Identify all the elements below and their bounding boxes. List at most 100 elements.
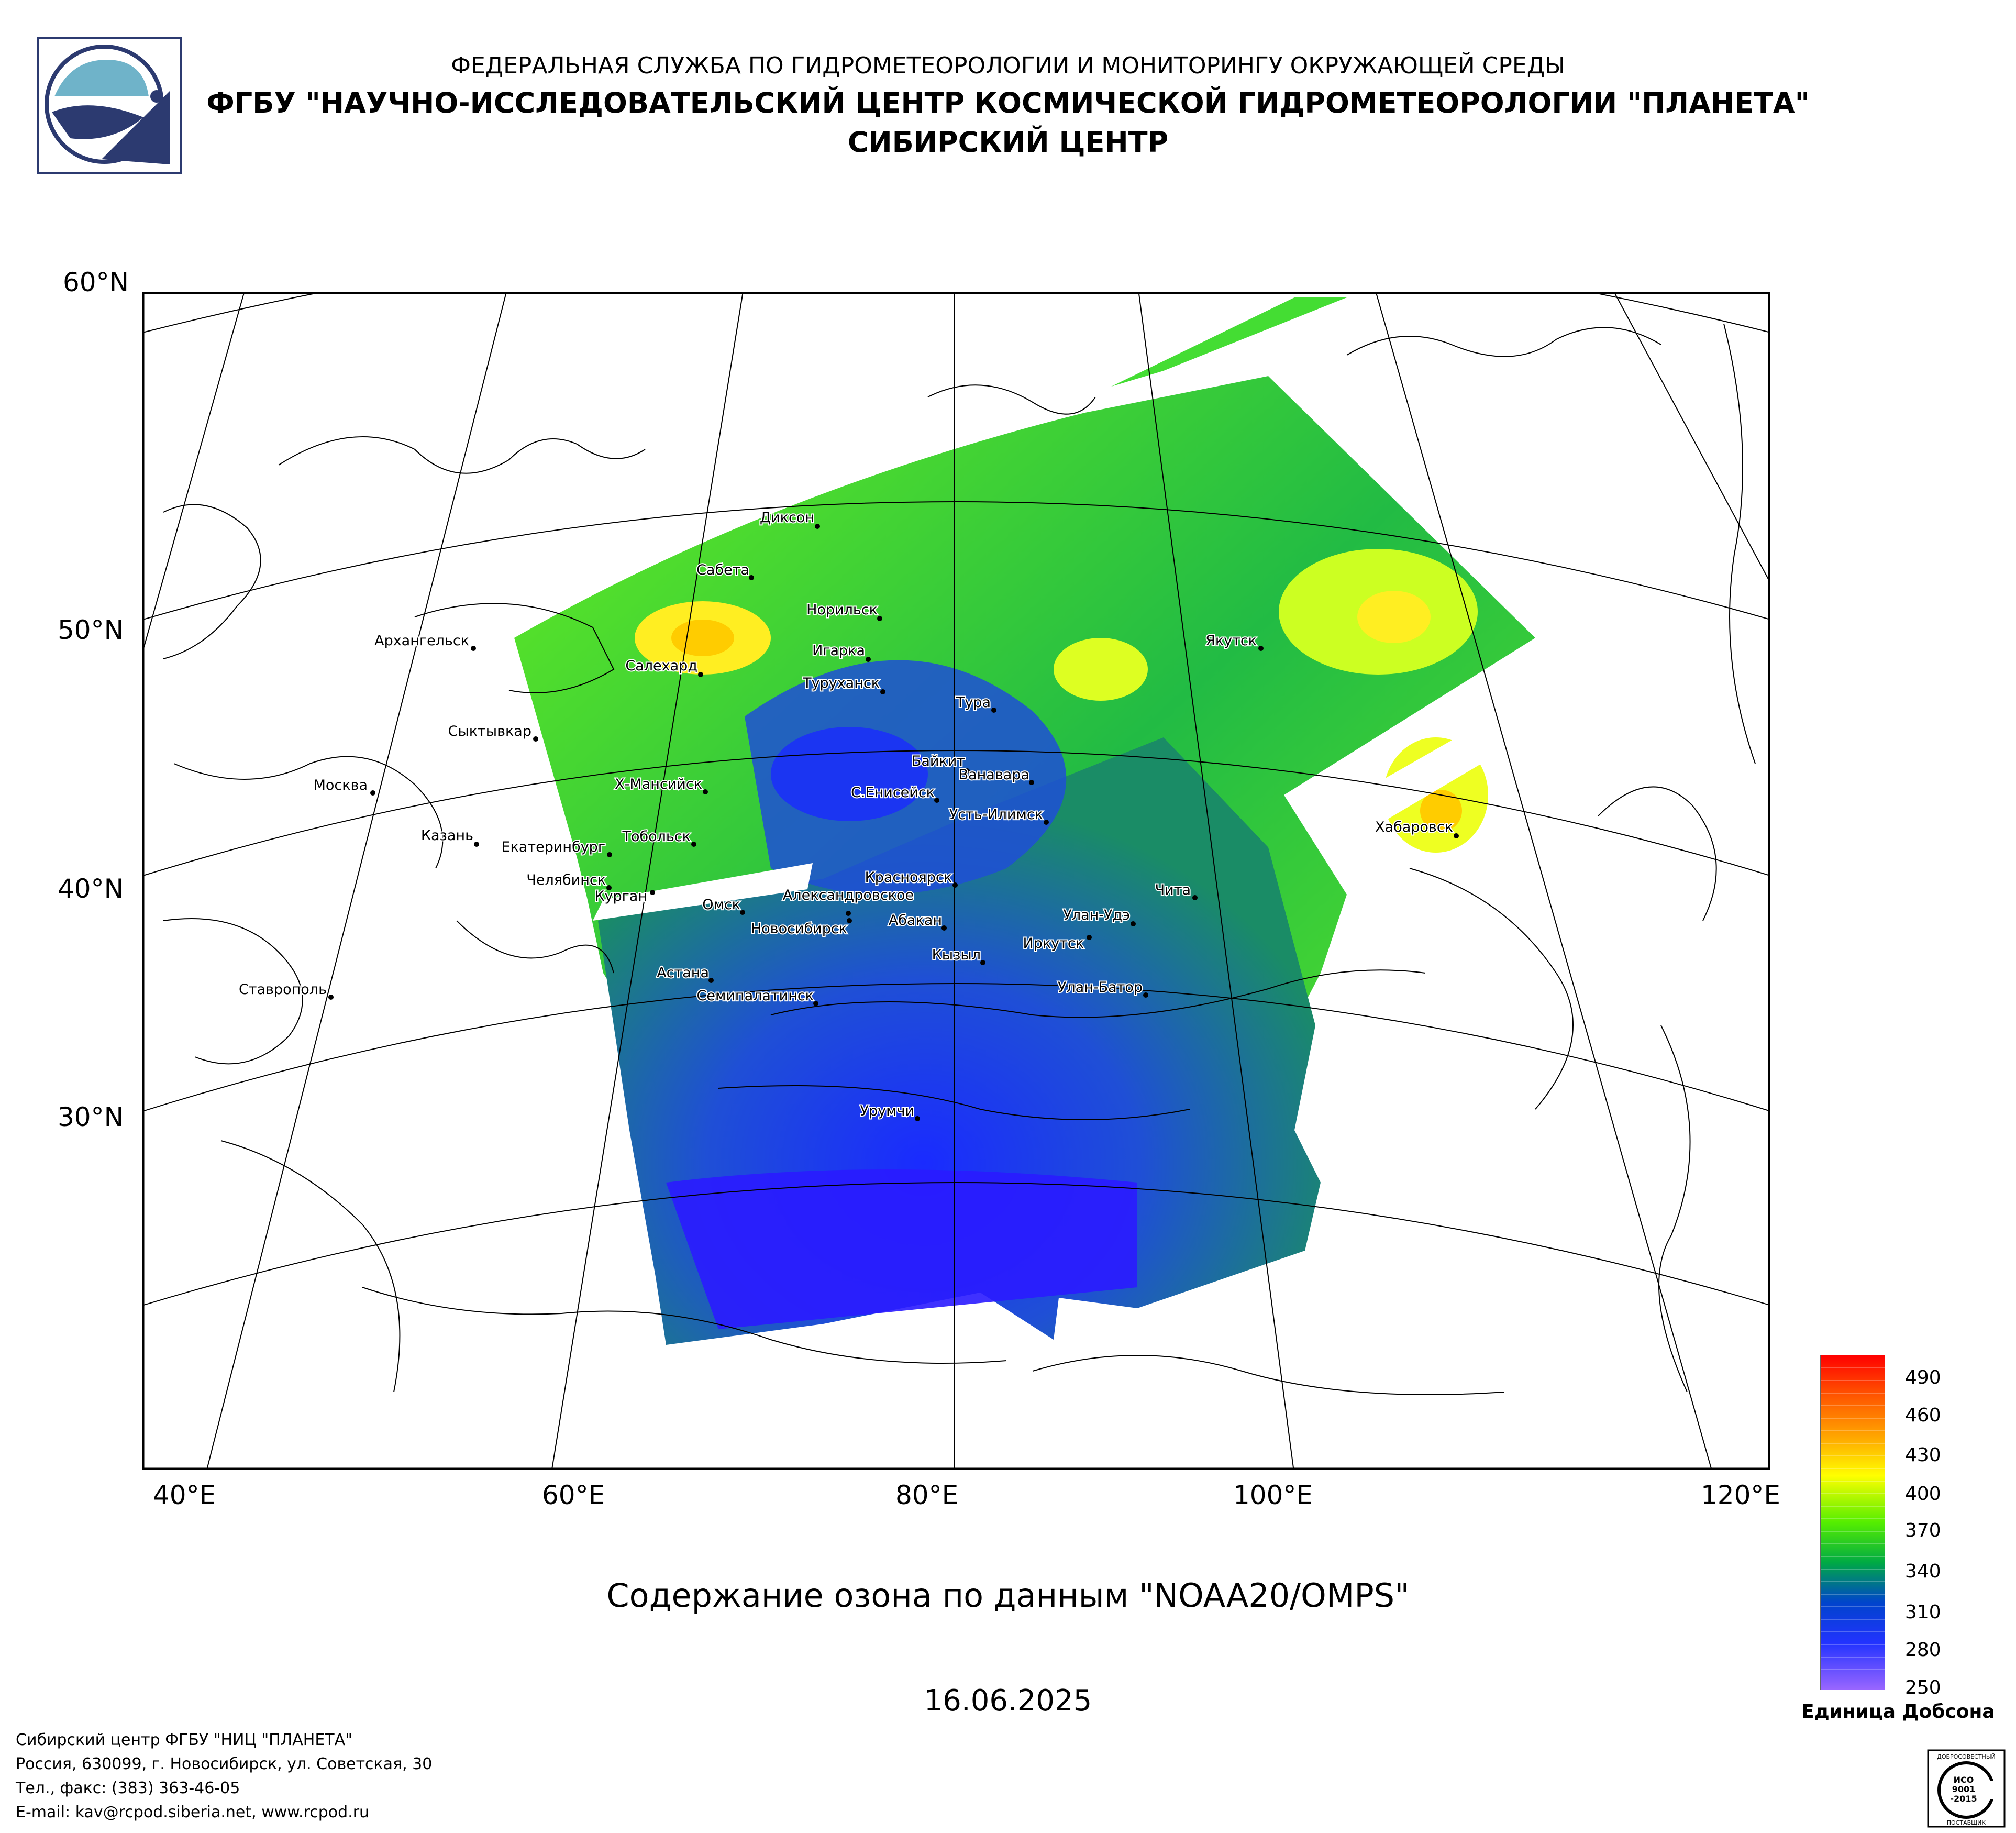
city-label: Хабаровск xyxy=(1375,819,1453,835)
city-label: Улан-Удэ xyxy=(1063,907,1130,923)
city-marker xyxy=(815,524,820,529)
city-marker xyxy=(1044,820,1049,825)
lat-label-30: 30°N xyxy=(58,1102,124,1132)
legend-tick-490: 490 xyxy=(1905,1367,1941,1388)
city-marker xyxy=(965,768,970,774)
city-marker xyxy=(1258,646,1264,651)
institution-title: ФГБУ "НАУЧНО-ИССЛЕДОВАТЕЛЬСКИЙ ЦЕНТР КОС… xyxy=(206,86,1810,119)
city-label: Архангельск xyxy=(374,633,469,649)
legend-tick-280: 280 xyxy=(1905,1639,1941,1661)
city-marker xyxy=(1087,935,1092,940)
city-marker xyxy=(1029,780,1034,785)
ozone-map: Диксон Сабета Норильск Архангельск Якутск Ига… xyxy=(142,292,1770,1470)
lat-label-40: 40°N xyxy=(58,874,124,904)
city-marker xyxy=(328,995,334,1000)
planeta-logo xyxy=(37,37,182,174)
city-label: Курган xyxy=(594,888,647,904)
city-marker xyxy=(1192,895,1198,900)
city-marker xyxy=(698,672,703,677)
city-label: Сыктывкар xyxy=(448,723,531,739)
city-label: Александровское xyxy=(783,887,914,903)
city-marker xyxy=(749,575,754,580)
city-label: Красноярск xyxy=(865,869,952,886)
city-marker xyxy=(915,1116,920,1121)
city-marker xyxy=(941,925,947,931)
lon-label-40: 40°E xyxy=(153,1480,216,1510)
city-marker xyxy=(991,708,996,713)
lon-label-80: 80°E xyxy=(895,1480,959,1510)
city-label: Якутск xyxy=(1205,633,1257,649)
city-marker xyxy=(866,657,871,662)
city-label: Абакан xyxy=(889,912,942,929)
city-marker xyxy=(980,960,985,965)
city-marker xyxy=(607,852,612,857)
city-label: Игарка xyxy=(812,643,865,659)
legend-tick-460: 460 xyxy=(1905,1405,1941,1426)
city-label: Челябинск xyxy=(526,872,606,888)
city-marker xyxy=(370,790,375,796)
city-marker xyxy=(877,616,882,621)
city-label: Чита xyxy=(1155,882,1191,898)
legend-tick-340: 340 xyxy=(1905,1561,1941,1582)
city-label: Норильск xyxy=(806,602,878,618)
city-label: Семипалатинск xyxy=(697,988,814,1004)
ozone-swath-upper-strip xyxy=(1111,297,1347,387)
city-marker xyxy=(846,911,851,916)
lon-label-120: 120°E xyxy=(1701,1480,1781,1510)
city-layer: Диксон Сабета Норильск Архангельск Якутск Ига… xyxy=(238,509,1459,1121)
map-date: 16.06.2025 xyxy=(924,1684,1092,1718)
city-label: Усть-Илимск xyxy=(949,807,1043,823)
city-label: Новосибирск xyxy=(751,921,847,937)
city-label: Москва xyxy=(314,777,368,793)
iso-certification-badge: ДОБРОСОВЕСТНЫЙ ИСО 9001 -2015 ПОСТАВЩИК xyxy=(1927,1749,2006,1828)
city-label: Иркутск xyxy=(1023,935,1084,952)
contact-email: E-mail: kav@rcpod.siberia.net, www.rcpod… xyxy=(16,1803,370,1821)
legend-tick-370: 370 xyxy=(1905,1520,1941,1541)
city-label: Астана xyxy=(657,965,709,981)
svg-text:ИСО: ИСО xyxy=(1954,1775,1974,1785)
legend-unit: Единица Добсона xyxy=(1801,1701,1995,1722)
svg-text:ПОСТАВЩИК: ПОСТАВЩИК xyxy=(1947,1819,1986,1826)
center-title: СИБИРСКИЙ ЦЕНТР xyxy=(847,126,1169,159)
legend-tick-400: 400 xyxy=(1905,1483,1941,1505)
city-label: Тура xyxy=(956,694,991,711)
city-label: С.Енисейск xyxy=(851,785,935,801)
city-marker xyxy=(740,910,745,915)
legend-tick-310: 310 xyxy=(1905,1602,1941,1623)
city-marker xyxy=(650,890,655,895)
svg-text:-2015: -2015 xyxy=(1950,1794,1977,1804)
city-marker xyxy=(952,882,958,888)
city-label: Х-Мансийск xyxy=(615,776,702,792)
city-marker xyxy=(880,689,885,694)
city-label: Тобольск xyxy=(622,829,691,845)
contact-block: Сибирский центр ФГБУ "НИЦ "ПЛАНЕТА" Росс… xyxy=(16,1728,432,1825)
lat-label-60: 60°N xyxy=(63,267,129,297)
city-label: Урумчи xyxy=(860,1103,914,1119)
legend-tick-430: 430 xyxy=(1905,1444,1941,1466)
city-label: Екатеринбург xyxy=(501,839,605,855)
svg-text:9001: 9001 xyxy=(1952,1784,1976,1794)
city-label: Салехард xyxy=(625,658,697,674)
city-marker xyxy=(1454,833,1459,838)
city-marker xyxy=(847,918,852,923)
city-label: Казань xyxy=(421,827,473,844)
city-label: Кызыл xyxy=(932,947,981,963)
city-label: Сабета xyxy=(696,562,749,578)
organization-title: ФЕДЕРАЛЬНАЯ СЛУЖБА ПО ГИДРОМЕТЕОРОЛОГИИ … xyxy=(451,52,1565,79)
city-marker xyxy=(606,885,612,890)
contact-address: Россия, 630099, г. Новосибирск, ул. Сове… xyxy=(16,1755,433,1773)
city-label: Ванавара xyxy=(959,767,1029,783)
city-marker xyxy=(474,842,479,847)
city-label: Байкит xyxy=(912,753,965,769)
city-marker xyxy=(1143,992,1148,998)
city-label: Туруханск xyxy=(802,675,880,691)
map-caption: Содержание озона по данным "NOAA20/OMPS" xyxy=(606,1576,1410,1615)
color-legend xyxy=(1820,1355,1885,1690)
city-marker xyxy=(471,646,476,651)
svg-text:ДОБРОСОВЕСТНЫЙ: ДОБРОСОВЕСТНЫЙ xyxy=(1937,1753,1996,1760)
city-label: Улан-Батор xyxy=(1058,979,1143,996)
city-marker xyxy=(934,798,939,803)
lon-label-60: 60°E xyxy=(542,1480,605,1510)
contact-phone: Тел., факс: (383) 363-46-05 xyxy=(16,1779,240,1797)
legend-tick-250: 250 xyxy=(1905,1677,1941,1698)
